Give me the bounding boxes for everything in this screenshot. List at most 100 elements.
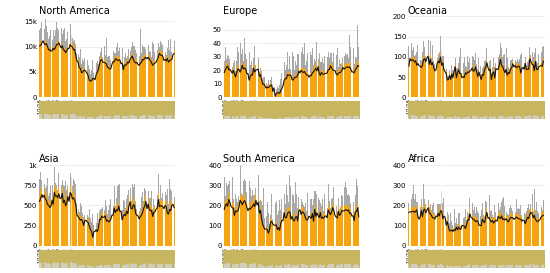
Bar	[81, 265, 82, 268]
Bar	[441, 51, 442, 97]
Bar	[226, 116, 227, 119]
Bar	[117, 57, 118, 97]
Bar	[456, 68, 457, 97]
Bar	[45, 192, 46, 246]
Bar	[485, 111, 486, 119]
Bar	[272, 88, 273, 97]
Bar	[334, 116, 336, 119]
Bar	[76, 58, 78, 97]
Bar	[55, 254, 56, 268]
Bar	[88, 65, 89, 97]
Bar	[146, 47, 147, 97]
Bar	[488, 195, 490, 246]
Bar	[233, 257, 234, 268]
Bar	[348, 205, 349, 246]
Bar	[153, 208, 154, 246]
Bar	[107, 116, 108, 119]
Bar	[465, 66, 466, 97]
Bar	[460, 226, 461, 246]
Bar	[517, 209, 518, 246]
Bar	[102, 110, 103, 119]
Bar	[125, 265, 126, 268]
Bar	[319, 265, 320, 268]
Bar	[351, 116, 353, 119]
Bar	[356, 179, 357, 246]
Bar	[276, 93, 277, 97]
Bar	[508, 265, 509, 268]
Bar	[423, 41, 424, 97]
Bar	[230, 116, 232, 119]
Bar	[466, 67, 467, 97]
Bar	[473, 216, 474, 246]
Bar	[244, 38, 245, 97]
Bar	[76, 258, 78, 268]
Bar	[158, 107, 159, 119]
Bar	[120, 116, 122, 119]
Bar	[483, 112, 484, 119]
Bar	[225, 108, 226, 119]
Bar	[115, 109, 116, 119]
Bar	[235, 74, 236, 97]
Bar	[245, 263, 246, 268]
Bar	[54, 36, 55, 97]
Bar	[290, 254, 292, 268]
Bar	[99, 110, 100, 119]
Bar	[328, 184, 329, 246]
Bar	[142, 45, 143, 97]
Bar	[313, 257, 314, 268]
Bar	[313, 65, 314, 97]
Bar	[543, 46, 544, 97]
Bar	[103, 265, 104, 268]
Bar	[348, 256, 349, 268]
Bar	[94, 114, 95, 119]
Bar	[541, 52, 542, 97]
Bar	[461, 223, 463, 246]
Bar	[160, 185, 161, 246]
Bar	[164, 109, 166, 119]
Bar	[62, 34, 63, 97]
Bar	[280, 220, 281, 246]
Bar	[250, 264, 251, 268]
Bar	[259, 117, 260, 119]
Bar	[254, 264, 255, 268]
Bar	[423, 56, 424, 97]
Bar	[474, 111, 475, 119]
Bar	[436, 67, 437, 97]
Bar	[235, 256, 236, 268]
Bar	[502, 116, 503, 119]
Bar	[426, 42, 427, 97]
Bar	[294, 75, 295, 97]
Bar	[164, 256, 166, 268]
Bar	[536, 61, 537, 97]
Bar	[45, 114, 46, 119]
Bar	[486, 108, 487, 119]
Bar	[467, 117, 468, 119]
Bar	[507, 214, 508, 246]
Bar	[323, 117, 324, 119]
Bar	[457, 71, 458, 97]
Bar	[354, 70, 355, 97]
Bar	[537, 116, 538, 119]
Bar	[358, 47, 359, 97]
Bar	[417, 213, 419, 246]
Bar	[123, 64, 124, 97]
Bar	[252, 201, 253, 246]
Bar	[314, 191, 315, 246]
Bar	[273, 82, 274, 97]
Bar	[259, 113, 260, 119]
Bar	[59, 114, 60, 119]
Bar	[95, 266, 96, 268]
Bar	[122, 60, 123, 97]
Bar	[92, 260, 93, 268]
Bar	[48, 196, 49, 246]
Bar	[339, 116, 340, 119]
Bar	[55, 189, 56, 246]
Bar	[119, 108, 120, 119]
Bar	[534, 116, 535, 119]
Bar	[95, 70, 96, 97]
Bar	[507, 58, 508, 97]
Bar	[475, 64, 476, 97]
Bar	[321, 206, 322, 246]
Bar	[295, 213, 296, 246]
Bar	[60, 45, 62, 97]
